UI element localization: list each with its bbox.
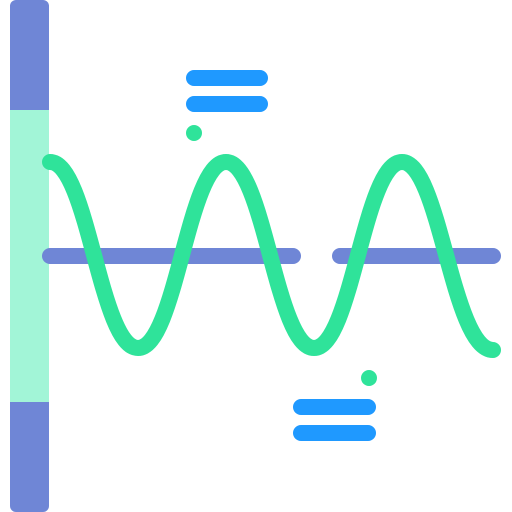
bottom-marker-dot — [361, 370, 377, 386]
top-marker-dot — [186, 125, 202, 141]
sine-wave — [42, 154, 501, 358]
